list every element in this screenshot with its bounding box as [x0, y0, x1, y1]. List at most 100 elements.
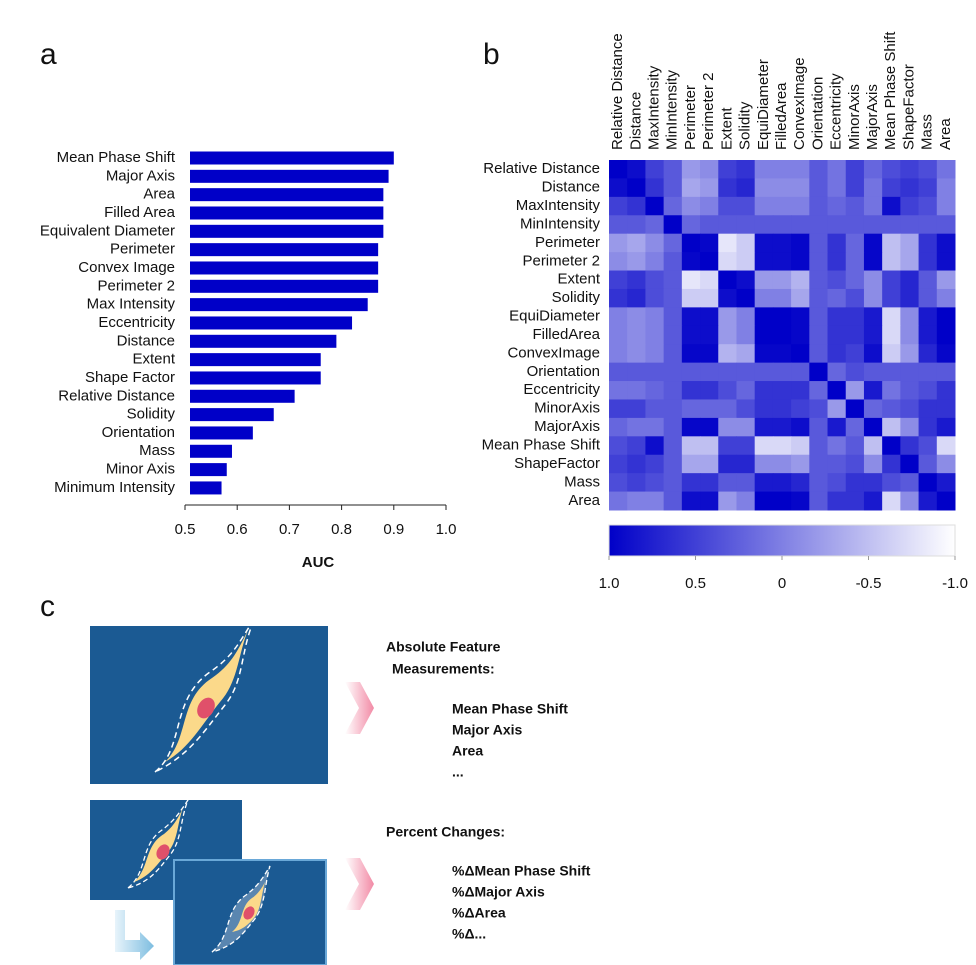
- heatmap-cell: [791, 215, 810, 234]
- heatmap-cell: [919, 307, 938, 326]
- heatmap-cell: [645, 473, 664, 492]
- column-label: MinIntensity: [664, 69, 681, 150]
- bar: [190, 408, 274, 421]
- heatmap-cell: [645, 381, 664, 400]
- heatmap-cell: [736, 326, 755, 345]
- heatmap-cell: [882, 307, 901, 326]
- heatmap-cell: [900, 455, 919, 474]
- heatmap-cell: [609, 455, 628, 474]
- heatmap-cell: [645, 455, 664, 474]
- colorbar-tick-label: 0.5: [685, 575, 706, 592]
- heatmap-cell: [755, 418, 774, 437]
- heatmap-cell: [791, 399, 810, 418]
- heatmap-cell: [627, 234, 646, 253]
- heatmap-cell: [773, 178, 792, 197]
- heatmap-cell: [828, 399, 847, 418]
- heatmap-cell: [791, 160, 810, 179]
- heatmap-cell: [828, 326, 847, 345]
- category-label: Minor Axis: [106, 461, 175, 478]
- bar: [190, 280, 378, 293]
- heatmap-cell: [809, 381, 828, 400]
- heatmap-cell: [664, 197, 683, 216]
- heatmap-cell: [846, 326, 865, 345]
- row-label: Orientation: [527, 363, 600, 380]
- heatmap-cell: [828, 436, 847, 455]
- heatmap-cell: [919, 234, 938, 253]
- heatmap-cell: [627, 197, 646, 216]
- feature-item: ...: [452, 764, 464, 780]
- x-axis-label: AUC: [302, 554, 335, 571]
- heatmap-cell: [864, 215, 883, 234]
- heatmap-cell: [937, 418, 956, 437]
- row-label: MinorAxis: [534, 400, 600, 417]
- heatmap-cell: [736, 252, 755, 271]
- row-label: Solidity: [552, 289, 601, 306]
- heatmap-cell: [736, 436, 755, 455]
- heatmap-cell: [882, 418, 901, 437]
- heatmap-cell: [645, 252, 664, 271]
- heatmap-cell: [900, 160, 919, 179]
- feature-item: Major Axis: [452, 722, 522, 738]
- heatmap-cell: [919, 289, 938, 308]
- bar: [190, 463, 227, 476]
- heatmap-cell: [609, 492, 628, 511]
- row-label: Mean Phase Shift: [482, 436, 601, 453]
- category-label: Area: [143, 186, 175, 203]
- panel-label: c: [40, 590, 55, 623]
- heatmap-cell: [919, 271, 938, 290]
- heatmap-cell: [627, 178, 646, 197]
- heatmap-cell: [664, 436, 683, 455]
- heatmap-cell: [773, 455, 792, 474]
- heatmap-cell: [846, 307, 865, 326]
- row-label: Distance: [542, 179, 600, 196]
- heatmap-cell: [700, 344, 719, 363]
- category-label: Equivalent Diameter: [40, 222, 175, 239]
- heatmap-cell: [718, 307, 737, 326]
- category-label: Convex Image: [78, 259, 175, 276]
- heatmap-cell: [700, 234, 719, 253]
- heatmap-cell: [755, 492, 774, 511]
- category-label: Max Intensity: [87, 296, 176, 313]
- heatmap-cell: [736, 473, 755, 492]
- bar: [190, 353, 321, 366]
- heatmap-cell: [846, 344, 865, 363]
- column-label: Perimeter 2: [700, 72, 717, 150]
- heatmap-cell: [664, 492, 683, 511]
- heatmap-cell: [718, 197, 737, 216]
- heatmap-cell: [864, 234, 883, 253]
- bar: [190, 481, 222, 494]
- heatmap-cell: [919, 492, 938, 511]
- heatmap-cell: [700, 326, 719, 345]
- heatmap-cell: [846, 399, 865, 418]
- heatmap-cell: [682, 160, 701, 179]
- heatmap-cell: [919, 178, 938, 197]
- heatmap-cell: [682, 344, 701, 363]
- heatmap-cell: [736, 197, 755, 216]
- heatmap-cell: [700, 271, 719, 290]
- heatmap-cell: [846, 418, 865, 437]
- diagram-heading: Absolute Feature: [386, 639, 501, 655]
- heatmap-cell: [773, 307, 792, 326]
- heatmap-cell: [700, 473, 719, 492]
- heatmap-cell: [755, 455, 774, 474]
- heatmap-cell: [900, 436, 919, 455]
- heatmap-cell: [664, 473, 683, 492]
- heatmap-cell: [864, 436, 883, 455]
- heatmap-cell: [609, 215, 628, 234]
- heatmap-cell: [809, 492, 828, 511]
- bar: [190, 445, 232, 458]
- row-label: Extent: [557, 271, 600, 288]
- heatmap-cell: [664, 234, 683, 253]
- category-label: Orientation: [102, 424, 175, 441]
- heatmap-cell: [645, 492, 664, 511]
- heatmap-cell: [864, 326, 883, 345]
- heatmap-cell: [864, 160, 883, 179]
- row-label: MajorAxis: [534, 418, 600, 435]
- heatmap-cell: [919, 326, 938, 345]
- x-tick-label: 0.5: [175, 521, 196, 538]
- heatmap-cell: [700, 455, 719, 474]
- heatmap-cell: [900, 418, 919, 437]
- heatmap-cell: [937, 271, 956, 290]
- heatmap-cell: [755, 160, 774, 179]
- figure: a b c Absolute Feature Measurements: Per…: [0, 0, 976, 965]
